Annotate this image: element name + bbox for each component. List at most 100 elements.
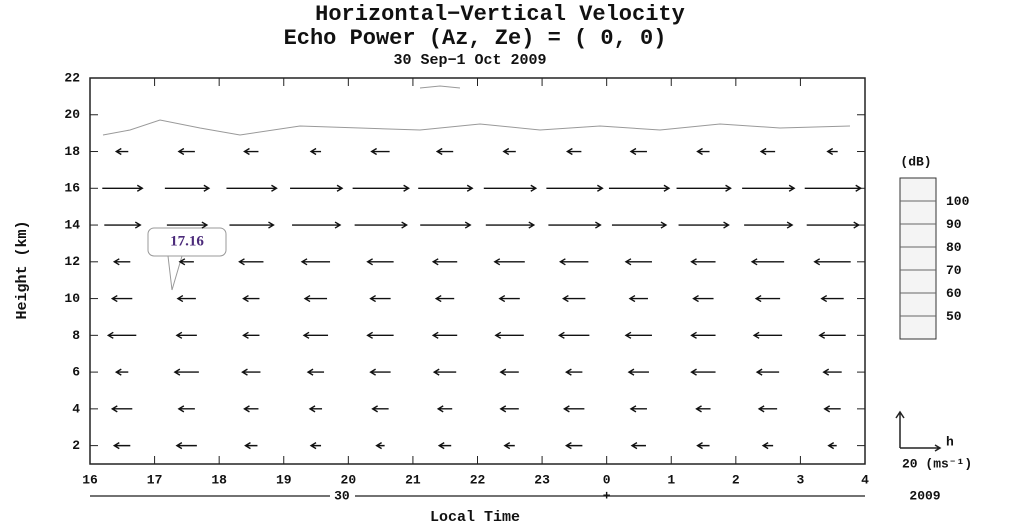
wind-vector <box>546 184 604 192</box>
x-tick-label: 21 <box>405 472 421 487</box>
annotation: 17.16 <box>170 233 204 249</box>
wind-vector <box>559 258 589 266</box>
wind-vector <box>431 258 458 266</box>
colorbar-frame <box>899 177 937 340</box>
wind-vector <box>308 405 323 413</box>
wind-vector <box>754 294 781 303</box>
wind-vector <box>366 258 394 266</box>
chart-title: Horizontal−Vertical Velocity <box>315 2 685 27</box>
wind-vector <box>630 442 646 450</box>
wind-vector <box>624 331 652 339</box>
wind-vector <box>114 368 129 376</box>
wind-vector <box>243 147 259 156</box>
wind-vector <box>104 221 142 229</box>
wind-vector <box>106 331 137 339</box>
wind-vector <box>759 147 776 156</box>
x-axis-label: Local Time <box>430 509 520 526</box>
wind-vector <box>173 368 199 376</box>
wind-vector <box>806 221 861 229</box>
x-tick-label: 17 <box>147 472 163 487</box>
wind-vector <box>434 294 455 303</box>
wind-vector <box>110 294 133 303</box>
y-tick-label: 10 <box>64 291 80 306</box>
colorbar-tick-label: 80 <box>946 240 962 255</box>
wind-vector <box>309 442 322 450</box>
wind-vector <box>176 294 196 303</box>
y-tick-label: 4 <box>72 401 80 416</box>
date-range: 30 Sep−1 Oct 2009 <box>393 52 546 69</box>
wind-vector <box>608 184 671 192</box>
wind-vector <box>371 405 389 413</box>
wind-vector <box>375 442 385 450</box>
wind-vector <box>503 442 515 450</box>
wind-vector <box>813 258 851 266</box>
wind-vector <box>611 221 668 229</box>
wind-vector <box>628 294 648 303</box>
date-label: + <box>603 488 611 503</box>
wind-vector <box>306 368 325 376</box>
y-tick-label: 18 <box>64 144 80 159</box>
x-tick-label: 20 <box>341 472 357 487</box>
x-tick-label: 0 <box>603 472 611 487</box>
wind-vector <box>238 258 264 266</box>
wind-vector <box>690 368 716 376</box>
colorbar-tick-label: 100 <box>946 194 970 209</box>
colorbar-label: (dB) <box>900 154 931 169</box>
wind-vector <box>309 147 322 156</box>
x-tick-label: 22 <box>470 472 486 487</box>
wind-vector <box>755 368 780 376</box>
wind-vector <box>695 405 711 413</box>
colorbar-tick-label: 60 <box>946 286 962 301</box>
chart-subtitle: Echo Power (Az, Ze) = ( 0, 0) <box>284 26 667 51</box>
wind-vector <box>302 331 329 339</box>
wind-vector <box>624 258 652 266</box>
wind-vector <box>565 442 583 450</box>
wind-vector <box>369 294 391 303</box>
wind-vector <box>750 258 785 266</box>
wind-vector <box>502 147 516 156</box>
wind-vector <box>499 368 519 376</box>
wind-vector <box>558 331 590 339</box>
wind-vector <box>690 258 716 266</box>
wind-vector <box>435 147 454 156</box>
wind-vector <box>110 405 133 413</box>
wind-vector <box>627 368 649 376</box>
y-tick-label: 16 <box>64 181 80 196</box>
plot-frame <box>89 77 866 465</box>
y-tick-label: 12 <box>64 254 80 269</box>
wind-vector <box>175 442 197 450</box>
wind-vector <box>431 331 458 339</box>
wind-vector <box>483 184 538 192</box>
wind-vector <box>366 331 394 339</box>
wind-vector <box>822 368 842 376</box>
wind-vector <box>102 184 144 192</box>
reference-label: 20 (ms⁻¹) <box>902 456 972 471</box>
date-label: 30 <box>334 488 350 503</box>
y-axis-label: Height (km) <box>14 220 31 319</box>
contour <box>419 85 461 89</box>
wind-vector <box>678 221 730 229</box>
colorbar-tick-label: 90 <box>946 217 962 232</box>
wind-vector <box>493 258 525 266</box>
wind-vector <box>290 184 344 192</box>
y-tick-label: 6 <box>72 365 80 380</box>
x-tick-label: 19 <box>276 472 292 487</box>
wind-vector <box>752 331 783 339</box>
x-tick-label: 1 <box>667 472 675 487</box>
wind-vector <box>114 147 129 156</box>
wind-vector <box>436 405 453 413</box>
wind-vector <box>696 442 710 450</box>
wind-vector <box>827 442 837 450</box>
wind-vector <box>499 405 519 413</box>
wind-vector <box>437 442 452 450</box>
wind-vector <box>629 405 647 413</box>
reference-vector <box>900 444 942 452</box>
x-tick-label: 2 <box>732 472 740 487</box>
colorbar-tick-label: 70 <box>946 263 962 278</box>
reference-axis-label: h <box>946 434 954 449</box>
wind-vector <box>178 258 194 266</box>
annotation-tail <box>167 255 183 291</box>
wind-vector <box>432 368 457 376</box>
wind-vector <box>300 258 331 266</box>
